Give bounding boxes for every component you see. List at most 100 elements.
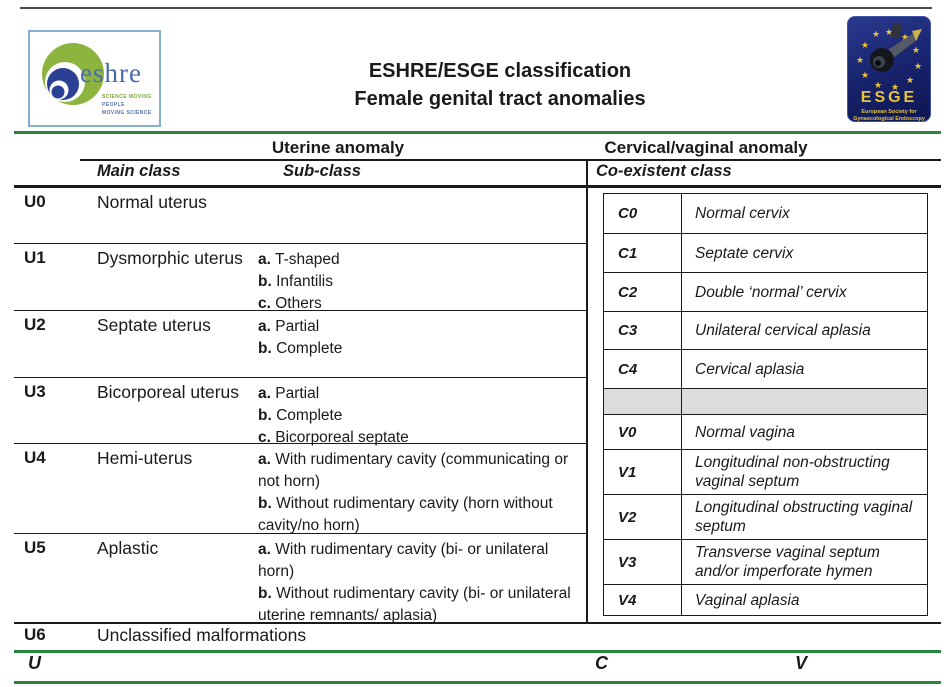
table-row-c3: C3 Unilateral cervical aplasia xyxy=(604,311,927,349)
column-header-rule xyxy=(14,185,941,188)
table-row-c0: C0 Normal cervix xyxy=(604,194,927,233)
row-main-class: Aplastic xyxy=(97,538,159,558)
sub-item-label: b. xyxy=(258,340,272,357)
svg-text:★: ★ xyxy=(861,40,869,50)
sub-item-text: Without rudimentary cavity (bi- or unila… xyxy=(258,585,571,624)
page-title: ESHRE/ESGE classification Female genital… xyxy=(250,57,750,113)
row-description: Unilateral cervical aplasia xyxy=(695,322,871,339)
row-code: U0 xyxy=(24,192,46,211)
row-code: U6 xyxy=(24,625,46,644)
row-code: U1 xyxy=(24,248,46,267)
footer-c-label: C xyxy=(595,653,608,673)
section-divider xyxy=(586,159,588,624)
row-sub-class: a. Partial b. Complete c. Bicorporeal se… xyxy=(258,383,581,449)
u6-top-rule xyxy=(14,622,941,624)
sub-item-label: a. xyxy=(258,251,271,268)
row-main-class: Dysmorphic uterus xyxy=(97,248,243,268)
esge-emblem-icon: ★ ★★ ★★★ ★★★ ★★ xyxy=(856,22,922,92)
esge-subtitle-1: European Society for xyxy=(861,109,917,115)
svg-text:★: ★ xyxy=(912,45,920,55)
row-sub-class: a. With rudimentary cavity (communicatin… xyxy=(258,449,581,537)
row-main-class: Hemi-uterus xyxy=(97,448,193,468)
footer-green-rule-bottom xyxy=(14,681,941,684)
title-line-2: Female genital tract anomalies xyxy=(354,88,646,110)
row-sub-class: a. T-shaped b. Infantilis c. Others xyxy=(258,249,581,315)
svg-text:★: ★ xyxy=(901,32,909,42)
row-code xyxy=(604,389,682,414)
table-row-u3: U3 Bicorporeal uterus a. Partial b. Comp… xyxy=(14,377,587,446)
esge-wordmark: ESGE xyxy=(860,89,918,106)
sub-item-text: Partial xyxy=(275,318,320,335)
row-description: Normal vagina xyxy=(695,423,795,441)
table-row-u6: U6 Unclassified malformations xyxy=(14,624,941,650)
svg-text:★: ★ xyxy=(906,75,914,85)
sub-item-text: Without rudimentary cavity (horn without… xyxy=(258,495,553,534)
table-row-v0: V0 Normal vagina xyxy=(604,414,927,449)
row-sub-class: a. Partial b. Complete xyxy=(258,316,581,360)
sub-item-label: a. xyxy=(258,385,271,402)
row-code: C2 xyxy=(604,273,682,311)
row-description: Cervical aplasia xyxy=(695,360,805,378)
table-row-empty xyxy=(604,388,927,414)
row-description: Septate cervix xyxy=(695,244,794,262)
main-class-header: Main class xyxy=(97,162,181,180)
table-row-v1: V1 Longitudinal non-obstructing vaginal … xyxy=(604,449,927,494)
title-line-1: ESHRE/ESGE classification xyxy=(368,60,632,82)
table-row-c4: C4 Cervical aplasia xyxy=(604,349,927,388)
row-code: U5 xyxy=(24,538,46,557)
svg-text:★: ★ xyxy=(874,80,882,90)
sub-item-label: b. xyxy=(258,273,272,290)
sub-item-text: Complete xyxy=(276,407,343,424)
sub-item-text: With rudimentary cavity (bi- or unilater… xyxy=(258,541,549,580)
row-main-class: Septate uterus xyxy=(97,315,211,335)
uterine-table: U0 Normal uterus U1 Dysmorphic uterus a.… xyxy=(14,188,587,624)
uterine-anomaly-header: Uterine anomaly xyxy=(271,138,405,157)
top-rule xyxy=(20,7,932,9)
sub-item-text: Partial xyxy=(275,385,320,402)
table-row-v2: V2 Longitudinal obstructing vaginal sept… xyxy=(604,494,927,539)
eshre-logo: eshre SCIENCE MOVING PEOPLE MOVING SCIEN… xyxy=(28,30,161,127)
table-row-u2: U2 Septate uterus a. Partial b. Complete xyxy=(14,310,587,377)
sub-item-label: c. xyxy=(258,429,271,446)
sub-item-text: Complete xyxy=(276,340,343,357)
row-code: V1 xyxy=(604,450,682,494)
table-row-v3: V3 Transverse vaginal septum and/or impe… xyxy=(604,539,927,584)
svg-text:★: ★ xyxy=(856,55,864,65)
table-row-c2: C2 Double ‘normal’ cervix xyxy=(604,272,927,311)
sub-item-label: b. xyxy=(258,495,272,512)
eshre-tagline-3: MOVING SCIENCE xyxy=(102,110,152,116)
table-row-u0: U0 Normal uterus xyxy=(14,188,587,243)
row-code: C4 xyxy=(604,350,682,388)
row-description: Longitudinal non-obstructing vaginal sep… xyxy=(695,454,890,490)
row-code: C3 xyxy=(604,312,682,349)
eshre-swirl-icon xyxy=(42,43,104,105)
row-description: Normal cervix xyxy=(695,205,790,222)
row-main-class: Bicorporeal uterus xyxy=(97,382,240,402)
row-code: C0 xyxy=(604,194,682,233)
row-code: V2 xyxy=(604,495,682,539)
table-row-c1: C1 Septate cervix xyxy=(604,233,927,272)
row-code: C1 xyxy=(604,234,682,272)
header-green-rule xyxy=(14,131,941,134)
row-code: V4 xyxy=(604,585,682,615)
section-header-underline xyxy=(80,159,941,161)
row-description: Transverse vaginal septum and/or imperfo… xyxy=(695,544,880,580)
sub-item-label: a. xyxy=(258,541,271,558)
row-description: Double ‘normal’ cervix xyxy=(695,283,847,301)
row-sub-class: a. With rudimentary cavity (bi- or unila… xyxy=(258,539,581,627)
coexistent-class-header: Co-existent class xyxy=(596,162,732,180)
coexistent-table: C0 Normal cervix C1 Septate cervix C2 Do… xyxy=(603,193,928,616)
esge-subtitle-2: Gynaecological Endoscopy xyxy=(853,116,925,122)
sub-item-label: b. xyxy=(258,585,272,602)
svg-text:★: ★ xyxy=(914,61,922,71)
sub-class-header: Sub-class xyxy=(283,162,361,180)
sub-item-label: a. xyxy=(258,318,271,335)
svg-text:★: ★ xyxy=(872,29,880,39)
svg-text:★: ★ xyxy=(891,82,899,92)
footer-u-label: U xyxy=(28,653,41,673)
sub-item-text: Infantilis xyxy=(276,273,333,290)
row-code: V0 xyxy=(604,415,682,449)
table-row-u1: U1 Dysmorphic uterus a. T-shaped b. Infa… xyxy=(14,243,587,312)
row-code: U4 xyxy=(24,448,46,467)
